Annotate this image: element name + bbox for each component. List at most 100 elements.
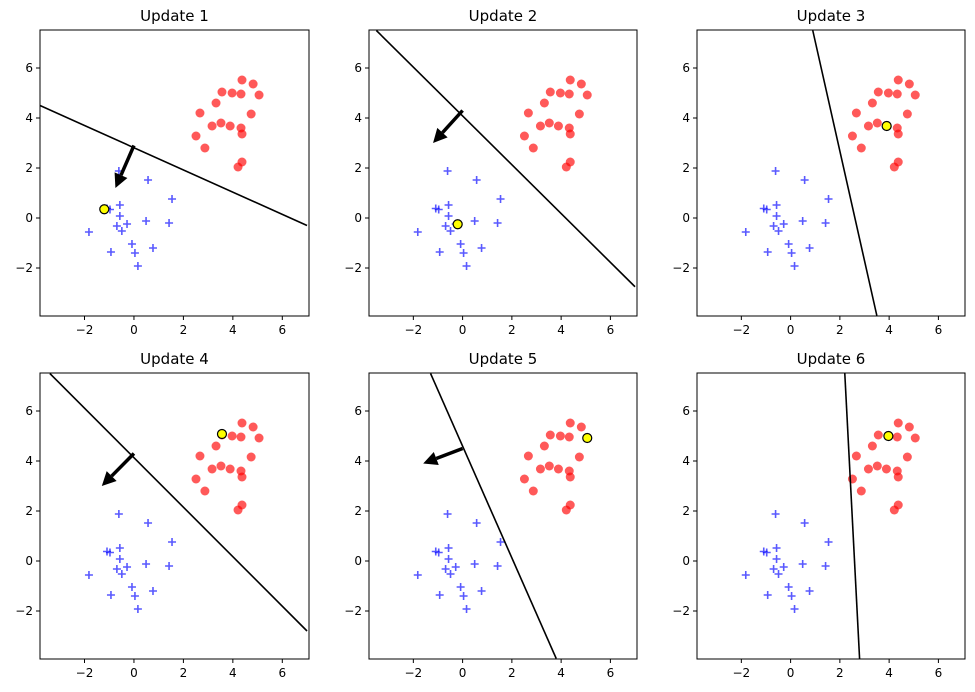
subplot-title: Update 4 — [140, 350, 209, 368]
blue-point — [784, 240, 793, 248]
y-tick-label: 2 — [354, 161, 362, 175]
x-tick-label: 4 — [229, 323, 237, 337]
normal-arrow-shaft — [441, 109, 464, 134]
blue-point — [763, 248, 772, 256]
red-point — [856, 143, 866, 153]
red-point — [574, 452, 584, 462]
y-tick-label: 0 — [354, 554, 362, 568]
red-point — [233, 162, 243, 172]
y-tick-label: 0 — [25, 211, 33, 225]
blue-point — [772, 201, 781, 209]
blue-point — [115, 555, 124, 563]
plot-area — [375, 30, 636, 288]
y-tick-label: 0 — [682, 211, 690, 225]
red-point — [847, 131, 857, 141]
y-tick-label: 6 — [354, 61, 362, 75]
x-tick-label: −2 — [404, 323, 422, 337]
blue-point — [446, 227, 455, 235]
red-point — [904, 79, 914, 89]
red-point — [847, 474, 857, 484]
blue-point — [148, 587, 157, 595]
red-point — [872, 461, 882, 471]
red-point — [535, 121, 545, 131]
red-point — [893, 75, 903, 85]
blue-point — [123, 563, 132, 571]
blue-point — [771, 510, 780, 518]
red-point — [207, 121, 217, 131]
normal-arrow-head — [423, 451, 439, 466]
red-point — [561, 162, 571, 172]
blue-point — [165, 219, 174, 227]
x-tick-label: 4 — [557, 666, 565, 680]
blue-point — [769, 222, 778, 230]
normal-arrow-shaft — [435, 446, 464, 461]
blue-point — [112, 222, 121, 230]
x-tick-label: 2 — [180, 666, 188, 680]
decision-boundary — [40, 104, 308, 227]
x-tick-label: 0 — [787, 666, 795, 680]
red-point — [544, 118, 554, 128]
x-tick-label: 4 — [885, 666, 893, 680]
red-point — [545, 87, 555, 97]
red-point — [565, 418, 575, 428]
y-tick-label: 4 — [682, 111, 690, 125]
blue-point — [790, 262, 799, 270]
red-point — [867, 441, 877, 451]
red-point — [237, 75, 247, 85]
blue-point — [493, 562, 502, 570]
x-tick-label: 0 — [787, 323, 795, 337]
y-tick-label: 0 — [25, 554, 33, 568]
blue-point — [456, 583, 465, 591]
red-point — [902, 452, 912, 462]
y-tick-label: 4 — [354, 454, 362, 468]
x-tick-label: 6 — [935, 323, 943, 337]
blue-point — [434, 548, 443, 557]
blue-point — [148, 244, 157, 252]
y-tick-label: 6 — [25, 404, 33, 418]
blue-point — [772, 555, 781, 563]
normal-arrow-head — [114, 172, 128, 188]
x-tick-label: −2 — [404, 666, 422, 680]
highlighted-point — [582, 432, 593, 444]
decision-boundary — [429, 373, 557, 659]
x-tick-label: 4 — [885, 323, 893, 337]
y-tick-label: 6 — [682, 404, 690, 418]
blue-point — [115, 544, 124, 552]
red-point — [528, 486, 538, 496]
red-point — [519, 474, 529, 484]
normal-arrow-shaft — [119, 144, 136, 176]
red-point — [519, 131, 529, 141]
axes-frame — [39, 29, 310, 317]
x-tick-label: 6 — [278, 666, 286, 680]
red-point — [216, 118, 226, 128]
x-tick-label: 0 — [459, 666, 467, 680]
y-tick-label: 2 — [682, 504, 690, 518]
y-tick-label: −2 — [672, 261, 690, 275]
y-tick-label: −2 — [15, 261, 33, 275]
subplot-3: Update 3 −2 0 2 4 6 −2 0 2 4 6 — [672, 7, 966, 337]
plot-area — [413, 373, 593, 659]
x-tick-label: −2 — [76, 666, 94, 680]
blue-point — [798, 217, 807, 225]
red-point — [904, 422, 914, 432]
red-point — [200, 143, 210, 153]
red-point — [254, 90, 264, 100]
y-tick-label: −2 — [344, 604, 362, 618]
blue-point — [105, 548, 114, 557]
blue-point — [106, 591, 115, 599]
red-point — [227, 88, 237, 98]
red-point — [564, 89, 574, 99]
blue-point — [441, 222, 450, 230]
blue-point — [413, 571, 422, 579]
red-point — [191, 474, 201, 484]
normal-arrow-shaft — [110, 452, 136, 478]
y-tick-label: −2 — [672, 604, 690, 618]
red-point — [564, 432, 574, 442]
red-point — [893, 472, 903, 482]
blue-point — [821, 219, 830, 227]
y-tick-label: 6 — [682, 61, 690, 75]
blue-point — [779, 563, 788, 571]
blue-point — [144, 176, 153, 184]
x-tick-label: 0 — [130, 666, 138, 680]
